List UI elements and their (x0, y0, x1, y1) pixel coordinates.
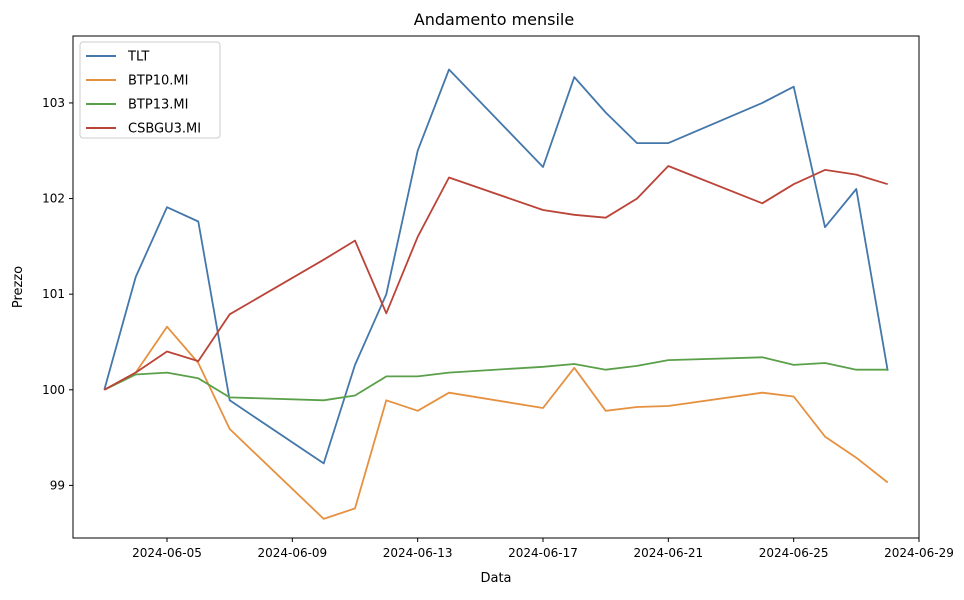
x-axis: 2024-06-05 2024-06-09 2024-06-13 2024-06-17… (132, 538, 954, 560)
x-tick-label: 2024-06-21 (633, 546, 703, 560)
y-tick-label: 101 (42, 287, 65, 301)
y-axis: 99 100 101 102 103 (42, 96, 73, 492)
legend-box (79, 41, 221, 139)
series-line-tlt (103, 68, 889, 465)
y-axis-label: Prezzo (11, 266, 26, 308)
x-tick-label: 2024-06-29 (884, 546, 954, 560)
series-line-btp13-mi (103, 356, 888, 402)
x-axis-label: Data (480, 571, 511, 586)
legend-label: BTP10.MI (128, 74, 188, 89)
x-tick-label: 2024-06-25 (759, 546, 829, 560)
x-tick-label: 2024-06-13 (383, 546, 453, 560)
series-lines (103, 68, 889, 520)
legend-label: TLT (127, 50, 149, 65)
series-line-btp10-mi (103, 325, 889, 520)
series-line-csbgu3-mi (103, 165, 888, 391)
chart-title: Andamento mensile (414, 10, 574, 29)
legend-label: BTP13.MI (128, 98, 188, 113)
plot-frame (72, 35, 920, 539)
y-tick-label: 102 (42, 192, 65, 206)
y-tick-label: 100 (42, 383, 65, 397)
y-tick-label: 99 (50, 478, 65, 492)
x-tick-label: 2024-06-09 (257, 546, 327, 560)
y-tick-label: 103 (42, 96, 65, 110)
legend-label: CSBGU3.MI (128, 122, 201, 137)
x-tick-label: 2024-06-17 (508, 546, 578, 560)
plot-area (72, 35, 920, 539)
x-tick-label: 2024-06-05 (132, 546, 202, 560)
legend: TLT BTP10.MI BTP13.MI CSBGU3.MI (79, 41, 221, 139)
